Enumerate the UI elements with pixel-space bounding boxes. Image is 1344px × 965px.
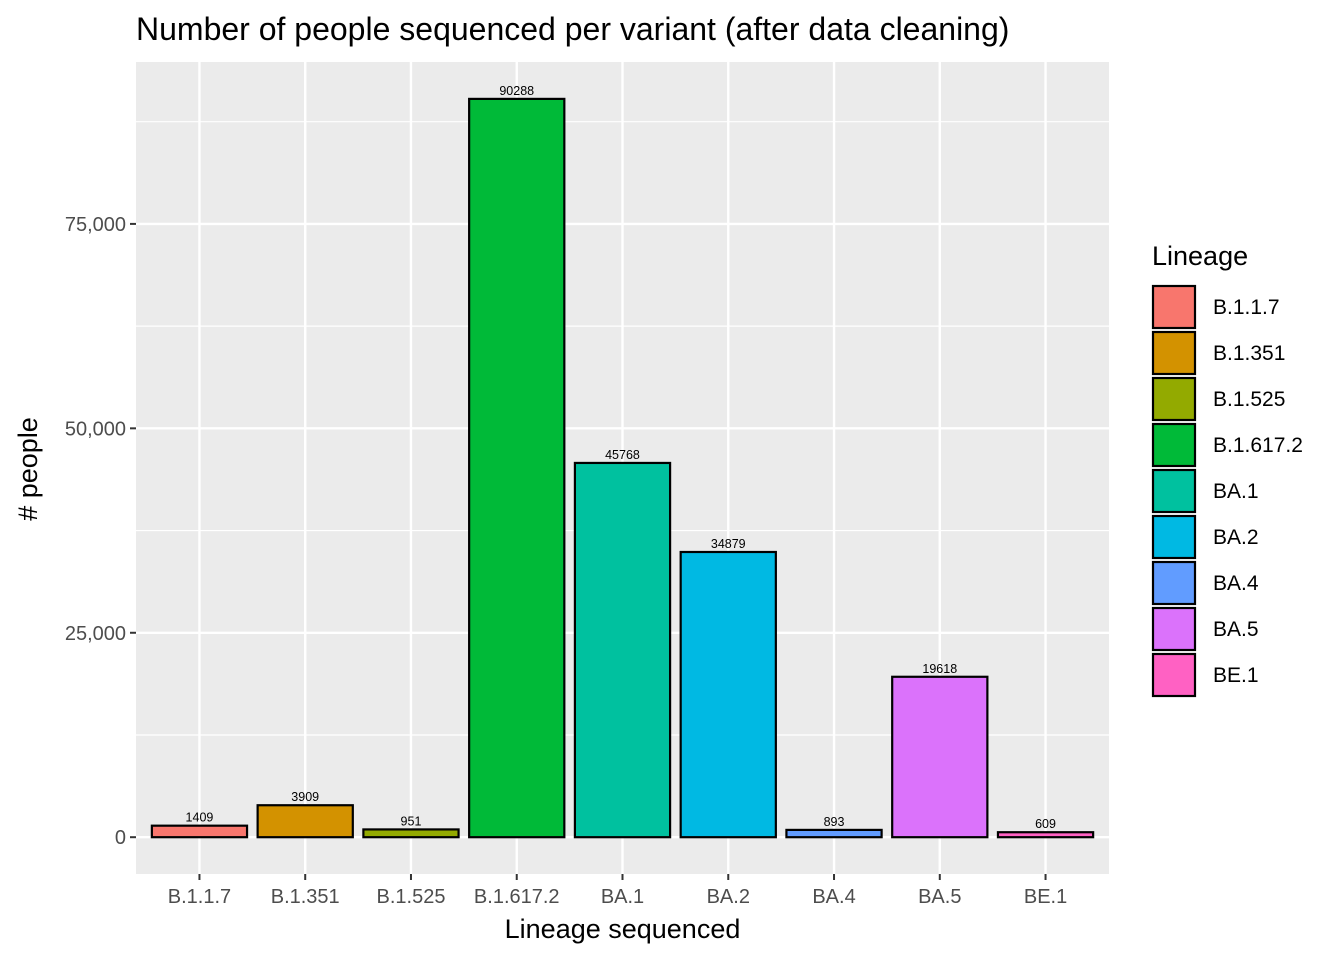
- legend-label: BA.2: [1213, 526, 1259, 549]
- bar-value-label: 609: [1035, 817, 1056, 831]
- legend-label: B.1.617.2: [1213, 434, 1303, 457]
- y-tick-label: 50,000: [65, 418, 126, 440]
- bar-ba-1: [573, 461, 672, 839]
- legend-key: [1151, 330, 1197, 376]
- bar-b-1-1-7: [150, 824, 249, 839]
- legend-label: BA.5: [1213, 618, 1259, 641]
- legend-title: Lineage: [1152, 241, 1248, 271]
- legend-label: BA.1: [1213, 480, 1259, 503]
- x-tick-label: BA.4: [812, 886, 855, 908]
- legend-key: [1151, 560, 1197, 606]
- legend-key: [1151, 514, 1197, 560]
- x-tick-label: BA.1: [601, 886, 644, 908]
- x-tick-label: B.1.351: [271, 886, 340, 908]
- y-tick-label: 0: [115, 827, 126, 849]
- y-axis-title: # people: [13, 417, 43, 521]
- plot-panel: 1409 3909 951 90288 45768 34879 893 19618 609: [136, 62, 1109, 874]
- legend-label: B.1.1.7: [1213, 296, 1280, 319]
- bar-b-1-617-2: [468, 97, 566, 839]
- chart-title: Number of people sequenced per variant (…: [136, 11, 1009, 47]
- x-tick-label: B.1.525: [377, 886, 446, 908]
- legend-label: B.1.525: [1213, 388, 1285, 411]
- bar-value-label: 1409: [186, 811, 214, 825]
- legend-key: [1151, 652, 1197, 698]
- x-tick-label: B.1.617.2: [474, 886, 560, 908]
- x-tick-label: BA.2: [707, 886, 750, 908]
- legend-key: [1151, 422, 1197, 468]
- bar-value-label: 893: [824, 815, 845, 829]
- bar-value-label: 34879: [711, 537, 746, 551]
- bar-ba-5: [891, 675, 989, 839]
- bar-value-label: 3909: [291, 790, 319, 804]
- bar-value-label: 951: [401, 814, 422, 828]
- bar-b-1-351: [256, 804, 354, 839]
- bar-be-1: [996, 831, 1095, 839]
- legend-key: [1151, 376, 1197, 422]
- legend-key: [1151, 284, 1197, 330]
- y-tick-label: 25,000: [65, 623, 126, 645]
- bar-value-label: 19618: [922, 662, 957, 676]
- bar-ba-2: [679, 550, 777, 839]
- x-tick-label: BA.5: [918, 886, 961, 908]
- bar-value-label: 90288: [499, 84, 534, 98]
- legend-label: BE.1: [1213, 664, 1259, 687]
- y-tick-label: 75,000: [65, 214, 126, 236]
- legend-label: B.1.351: [1213, 342, 1285, 365]
- x-tick-label: B.1.1.7: [168, 886, 231, 908]
- legend-key: [1151, 606, 1197, 652]
- legend-label: BA.4: [1213, 572, 1259, 595]
- legend-key: [1151, 468, 1197, 514]
- bar-value-label: 45768: [605, 448, 640, 462]
- legend: Lineage B.1.1.7 B.1.351 B.1.525 B.1.617.2 BA…: [1151, 241, 1303, 698]
- bar-ba-4: [785, 828, 883, 839]
- x-tick-label: BE.1: [1024, 886, 1067, 908]
- bar-b-1-525: [362, 828, 460, 839]
- x-axis-title: Lineage sequenced: [505, 914, 741, 944]
